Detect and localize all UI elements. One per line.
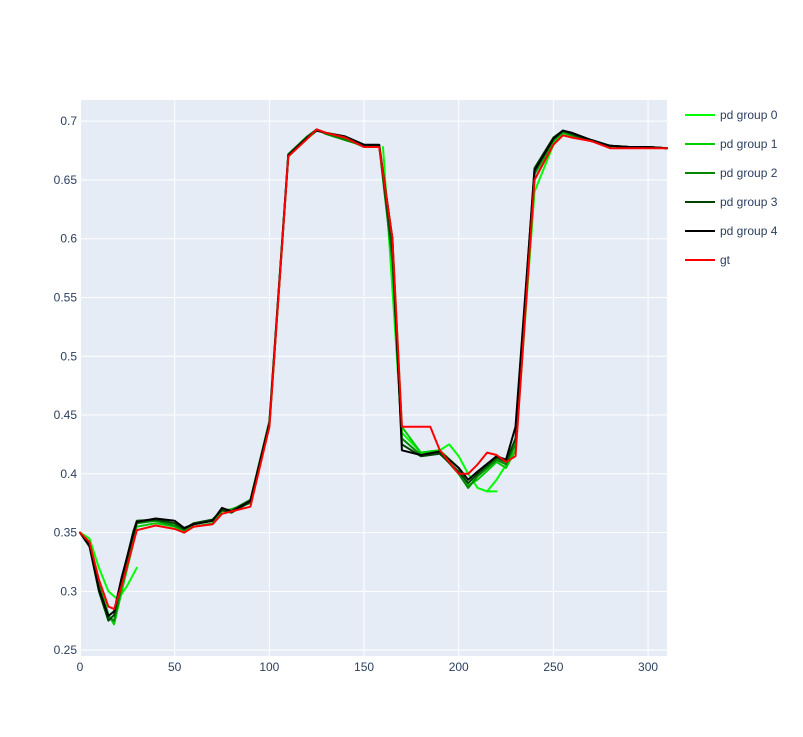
legend-label: pd group 0 <box>720 108 778 122</box>
legend-label: gt <box>720 253 731 267</box>
x-tick-label: 0 <box>77 660 84 674</box>
x-tick-label: 300 <box>638 660 658 674</box>
x-tick-label: 250 <box>543 660 563 674</box>
x-tick-label: 200 <box>449 660 469 674</box>
series-gt <box>79 128 668 610</box>
y-tick-label: 0.65 <box>54 173 78 187</box>
series-line <box>79 531 138 601</box>
legend-item[interactable]: pd group 1 <box>685 137 778 151</box>
y-axis-ticks: 0.25 0.3 0.35 0.4 0.45 0.5 0.55 0.6 0.65 0.7 <box>54 114 78 657</box>
legend-label: pd group 1 <box>720 137 778 151</box>
legend-item[interactable]: pd group 0 <box>685 108 778 122</box>
x-axis-ticks: 0 50 100 150 200 250 300 <box>77 660 659 674</box>
y-tick-label: 0.45 <box>54 408 78 422</box>
y-tick-label: 0.3 <box>60 584 77 598</box>
y-tick-label: 0.25 <box>54 643 78 657</box>
x-tick-label: 50 <box>168 660 182 674</box>
legend-label: pd group 4 <box>720 224 778 238</box>
legend: pd group 0 pd group 1 pd group 2 pd group 3… <box>685 108 778 267</box>
plot-background <box>80 100 667 656</box>
legend-item[interactable]: pd group 3 <box>685 195 778 209</box>
y-tick-label: 0.35 <box>54 526 78 540</box>
series-layer <box>79 128 668 626</box>
series-line <box>79 128 668 610</box>
legend-item[interactable]: gt <box>685 253 731 267</box>
series-line <box>382 146 498 493</box>
y-tick-label: 0.4 <box>60 467 77 481</box>
x-tick-label: 100 <box>259 660 279 674</box>
y-tick-label: 0.55 <box>54 290 78 304</box>
y-tick-label: 0.7 <box>60 114 77 128</box>
legend-label: pd group 3 <box>720 195 778 209</box>
y-tick-label: 0.6 <box>60 232 77 246</box>
series-line <box>79 129 668 617</box>
y-tick-label: 0.5 <box>60 349 77 363</box>
gridlines <box>79 100 667 656</box>
legend-label: pd group 2 <box>720 166 778 180</box>
legend-item[interactable]: pd group 4 <box>685 224 778 238</box>
x-tick-label: 150 <box>354 660 374 674</box>
legend-item[interactable]: pd group 2 <box>685 166 778 180</box>
series-pd-group-4 <box>79 129 668 617</box>
